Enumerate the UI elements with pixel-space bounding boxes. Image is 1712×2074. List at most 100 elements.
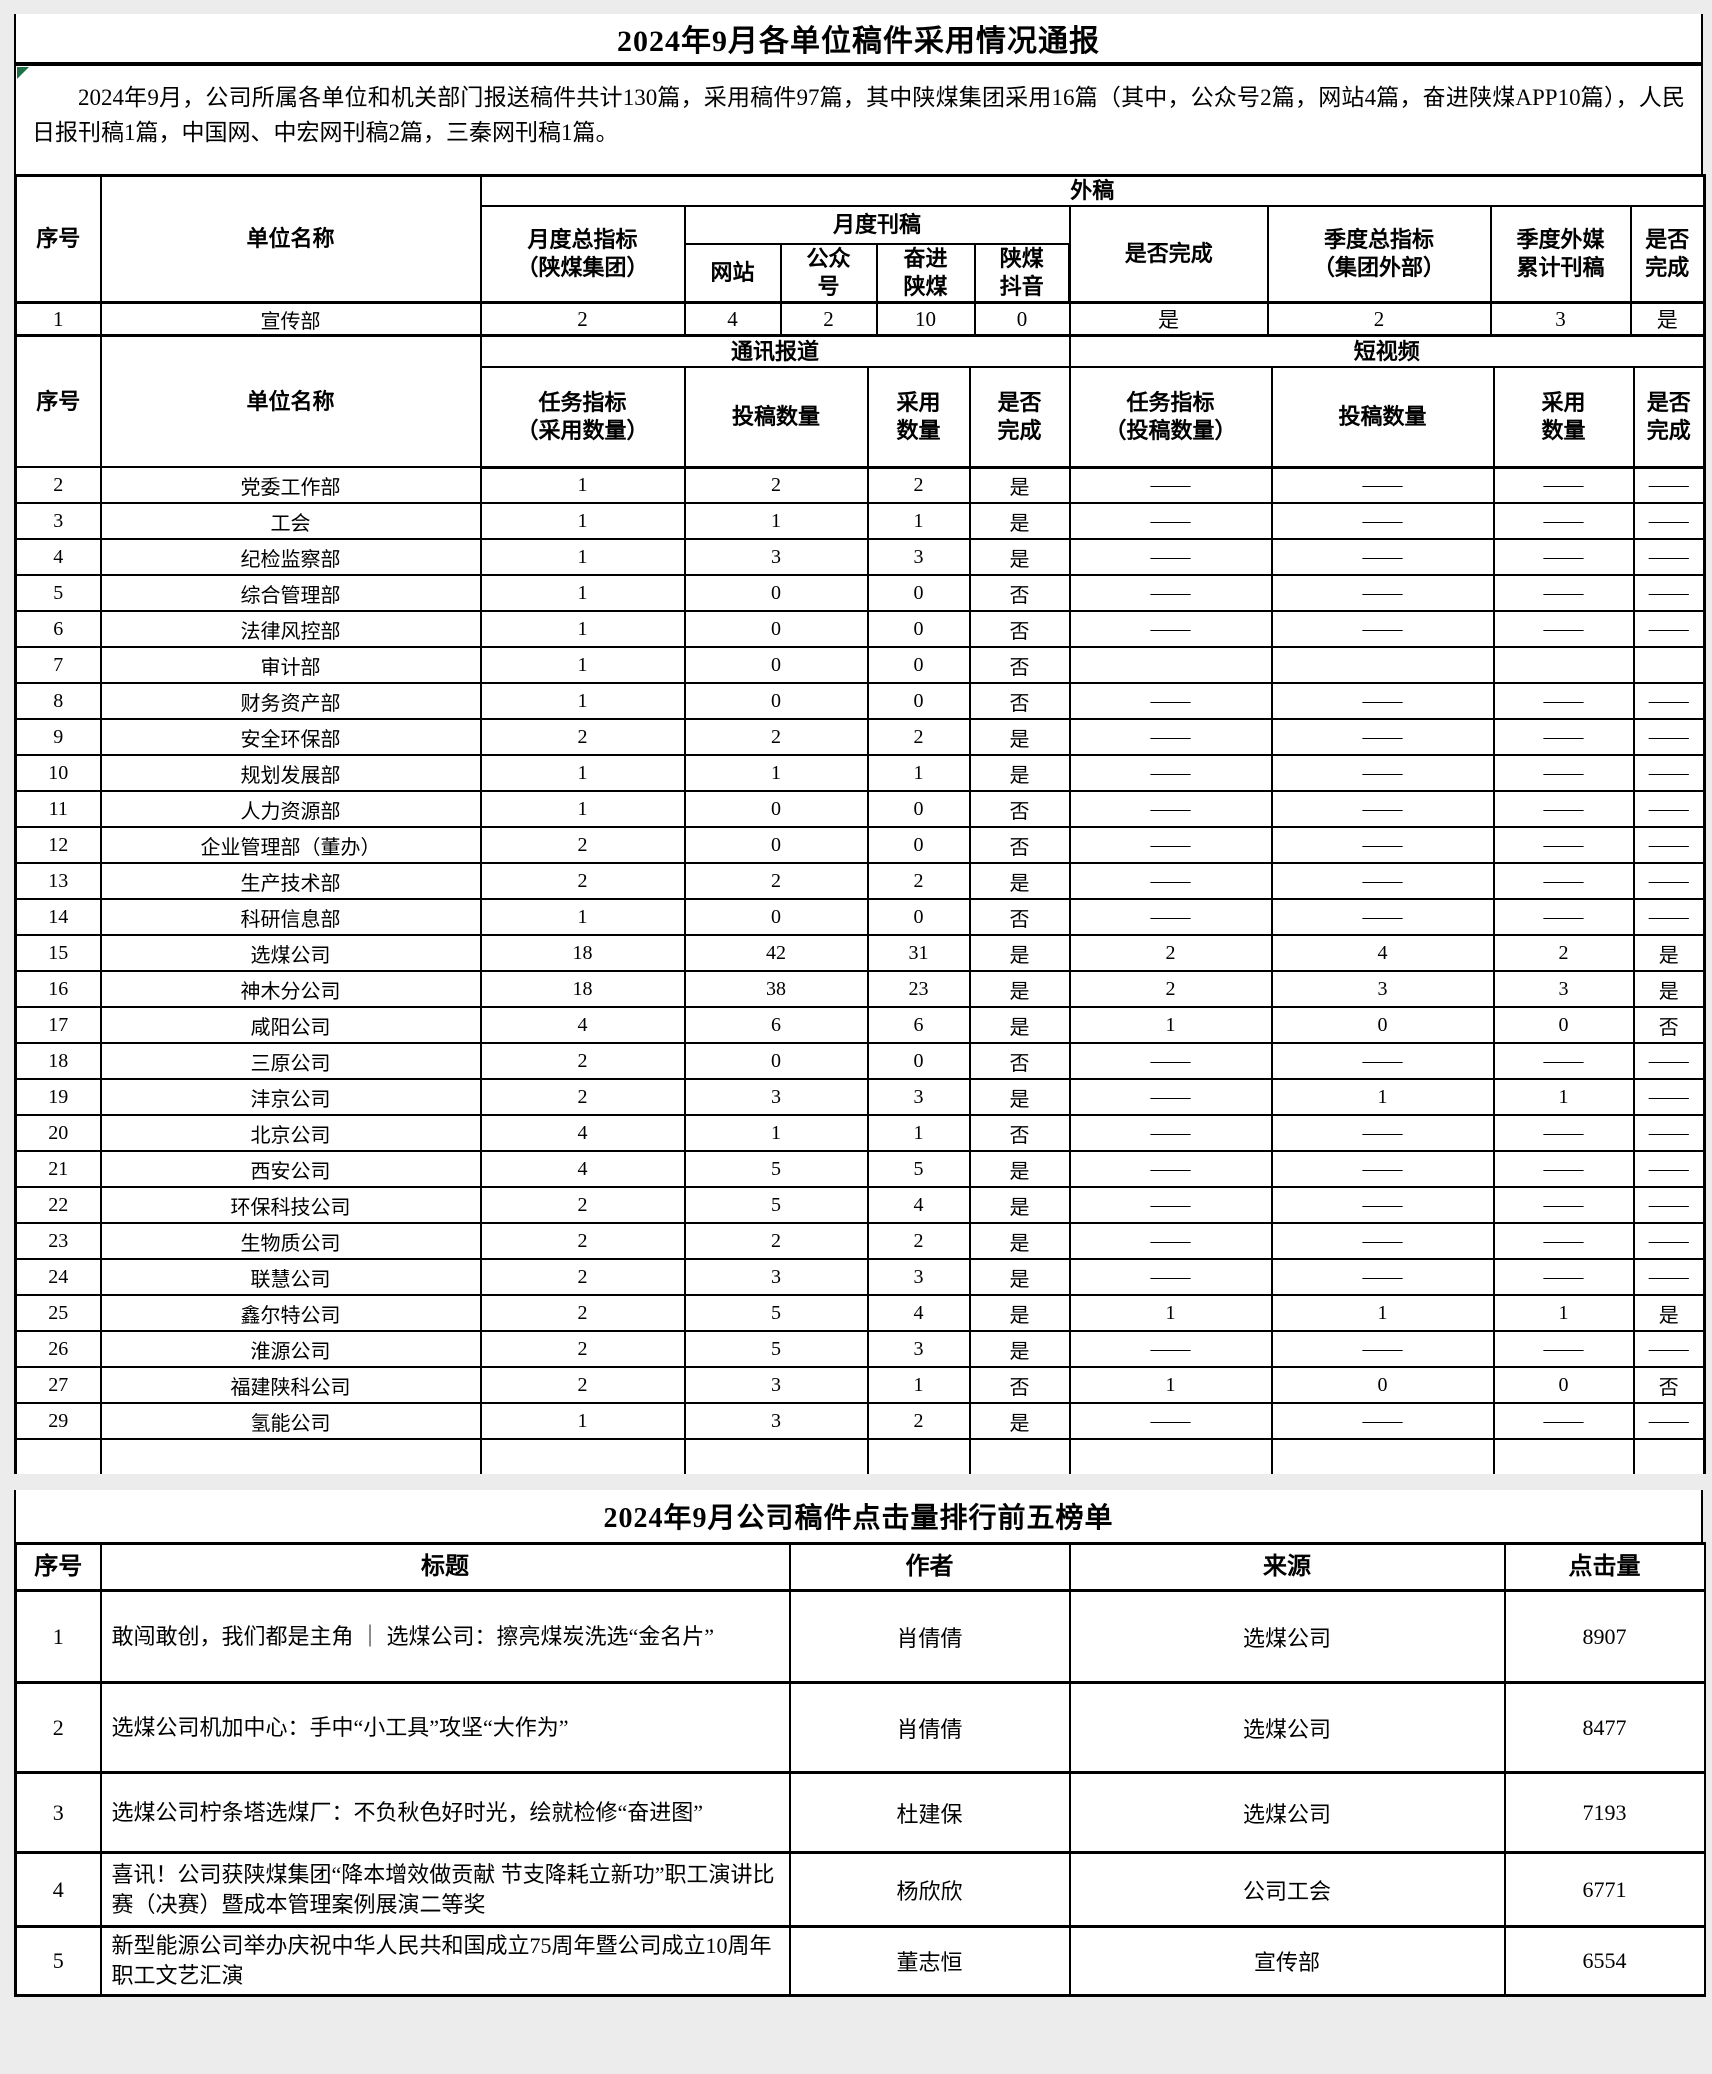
source-cell[interactable]: 宣传部 bbox=[1069, 1926, 1506, 1997]
title-cell[interactable]: 选煤公司机加中心：手中“小工具”攻坚“大作为” bbox=[100, 1682, 791, 1774]
header-article-title[interactable]: 标题 bbox=[100, 1543, 791, 1592]
value-cell[interactable]: 2 bbox=[684, 719, 869, 756]
value-cell[interactable]: 是 bbox=[969, 1223, 1071, 1260]
value-cell[interactable]: 是 bbox=[969, 1079, 1071, 1116]
value-cell[interactable]: —— bbox=[1271, 611, 1495, 648]
seq-cell[interactable]: 14 bbox=[15, 899, 102, 936]
value-cell[interactable]: 2 bbox=[1267, 301, 1492, 337]
header-completed-2[interactable]: 是否 完成 bbox=[1633, 367, 1707, 469]
unit-name-cell[interactable]: 科研信息部 bbox=[100, 899, 482, 936]
value-cell[interactable]: —— bbox=[1069, 1403, 1273, 1440]
value-cell[interactable]: 是 bbox=[1630, 301, 1707, 337]
unit-name-cell[interactable]: 生产技术部 bbox=[100, 863, 482, 900]
value-cell[interactable]: —— bbox=[1493, 791, 1635, 828]
value-cell[interactable]: 3 bbox=[1493, 971, 1635, 1008]
value-cell[interactable]: 0 bbox=[867, 899, 971, 936]
value-cell[interactable]: —— bbox=[1493, 1331, 1635, 1368]
ranking-title-cell[interactable]: 2024年9月公司稿件点击量排行前五榜单 bbox=[14, 1490, 1703, 1542]
header-submitted-count-2[interactable]: 投稿数量 bbox=[1271, 367, 1495, 469]
header-completed[interactable]: 是否完成 bbox=[1069, 206, 1269, 304]
header-submitted-count[interactable]: 投稿数量 bbox=[684, 367, 869, 469]
value-cell[interactable]: 是 bbox=[969, 503, 1071, 540]
value-cell[interactable]: —— bbox=[1271, 467, 1495, 504]
value-cell[interactable]: 0 bbox=[867, 1043, 971, 1080]
value-cell[interactable]: —— bbox=[1271, 755, 1495, 792]
unit-name-cell[interactable]: 人力资源部 bbox=[100, 791, 482, 828]
value-cell[interactable]: —— bbox=[1493, 1187, 1635, 1224]
value-cell[interactable]: —— bbox=[1493, 899, 1635, 936]
unit-name-cell[interactable]: 沣京公司 bbox=[100, 1079, 482, 1116]
header-completed-2[interactable]: 是否 完成 bbox=[1630, 206, 1707, 304]
value-cell[interactable]: 0 bbox=[867, 647, 971, 684]
value-cell[interactable]: —— bbox=[1271, 899, 1495, 936]
value-cell[interactable]: —— bbox=[1633, 1151, 1707, 1188]
unit-name-cell[interactable]: 北京公司 bbox=[100, 1115, 482, 1152]
value-cell[interactable]: —— bbox=[1493, 719, 1635, 756]
unit-name-cell[interactable]: 氢能公司 bbox=[100, 1403, 482, 1440]
value-cell[interactable]: —— bbox=[1271, 791, 1495, 828]
value-cell[interactable]: —— bbox=[1493, 575, 1635, 612]
unit-name-cell[interactable]: 财务资产部 bbox=[100, 683, 482, 720]
source-cell[interactable]: 公司工会 bbox=[1069, 1852, 1506, 1928]
value-cell[interactable]: 否 bbox=[969, 683, 1071, 720]
value-cell[interactable]: 2 bbox=[1069, 935, 1273, 972]
value-cell[interactable] bbox=[1069, 647, 1273, 684]
value-cell[interactable]: 0 bbox=[867, 611, 971, 648]
header-monthly-published[interactable]: 月度刊稿 bbox=[684, 206, 1071, 245]
unit-name-cell[interactable]: 综合管理部 bbox=[100, 575, 482, 612]
empty-cell[interactable] bbox=[15, 1439, 102, 1474]
seq-cell[interactable]: 12 bbox=[15, 827, 102, 864]
value-cell[interactable]: 是 bbox=[969, 755, 1071, 792]
value-cell[interactable]: —— bbox=[1069, 755, 1273, 792]
value-cell[interactable]: —— bbox=[1069, 1187, 1273, 1224]
value-cell[interactable]: 5 bbox=[684, 1187, 869, 1224]
report-title-cell[interactable]: 2024年9月各单位稿件采用情况通报 bbox=[14, 14, 1703, 66]
value-cell[interactable]: 否 bbox=[969, 1043, 1071, 1080]
value-cell[interactable]: —— bbox=[1069, 503, 1273, 540]
value-cell[interactable]: 1 bbox=[480, 899, 686, 936]
header-unit-name[interactable]: 单位名称 bbox=[100, 337, 482, 468]
value-cell[interactable]: 否 bbox=[969, 647, 1071, 684]
value-cell[interactable]: —— bbox=[1633, 863, 1707, 900]
value-cell[interactable]: 2 bbox=[480, 1295, 686, 1332]
value-cell[interactable]: 0 bbox=[684, 611, 869, 648]
empty-cell[interactable] bbox=[1069, 1439, 1273, 1474]
unit-name-cell[interactable]: 规划发展部 bbox=[100, 755, 482, 792]
value-cell[interactable]: —— bbox=[1633, 1079, 1707, 1116]
value-cell[interactable]: 18 bbox=[480, 935, 686, 972]
value-cell[interactable]: 否 bbox=[1633, 1007, 1707, 1044]
value-cell[interactable]: 是 bbox=[969, 935, 1071, 972]
empty-cell[interactable] bbox=[684, 1439, 869, 1474]
value-cell[interactable]: 0 bbox=[684, 899, 869, 936]
value-cell[interactable]: —— bbox=[1271, 1187, 1495, 1224]
empty-cell[interactable] bbox=[480, 1439, 686, 1474]
value-cell[interactable]: —— bbox=[1633, 539, 1707, 576]
value-cell[interactable]: —— bbox=[1633, 683, 1707, 720]
value-cell[interactable]: —— bbox=[1633, 467, 1707, 504]
seq-cell[interactable]: 7 bbox=[15, 647, 102, 684]
value-cell[interactable]: —— bbox=[1633, 575, 1707, 612]
value-cell[interactable]: 1 bbox=[867, 755, 971, 792]
empty-cell[interactable] bbox=[1271, 1439, 1495, 1474]
header-shanmei-douyin[interactable]: 陕煤 抖音 bbox=[974, 244, 1071, 304]
value-cell[interactable]: 是 bbox=[969, 1403, 1071, 1440]
value-cell[interactable]: 是 bbox=[1069, 301, 1269, 337]
value-cell[interactable]: 是 bbox=[969, 467, 1071, 504]
value-cell[interactable]: —— bbox=[1633, 1331, 1707, 1368]
value-cell[interactable]: 0 bbox=[684, 791, 869, 828]
value-cell[interactable]: —— bbox=[1069, 611, 1273, 648]
value-cell[interactable]: —— bbox=[1271, 827, 1495, 864]
value-cell[interactable]: 4 bbox=[480, 1115, 686, 1152]
value-cell[interactable]: 38 bbox=[684, 971, 869, 1008]
author-cell[interactable]: 杜建保 bbox=[789, 1772, 1071, 1854]
empty-cell[interactable] bbox=[100, 1439, 482, 1474]
value-cell[interactable]: 1 bbox=[1069, 1295, 1273, 1332]
value-cell[interactable]: 2 bbox=[480, 1043, 686, 1080]
value-cell[interactable]: 2 bbox=[480, 1223, 686, 1260]
source-cell[interactable]: 选煤公司 bbox=[1069, 1682, 1506, 1774]
unit-name-cell[interactable]: 淮源公司 bbox=[100, 1331, 482, 1368]
seq-cell[interactable]: 19 bbox=[15, 1079, 102, 1116]
value-cell[interactable]: —— bbox=[1271, 1331, 1495, 1368]
author-cell[interactable]: 肖倩倩 bbox=[789, 1682, 1071, 1774]
value-cell[interactable]: 0 bbox=[684, 827, 869, 864]
